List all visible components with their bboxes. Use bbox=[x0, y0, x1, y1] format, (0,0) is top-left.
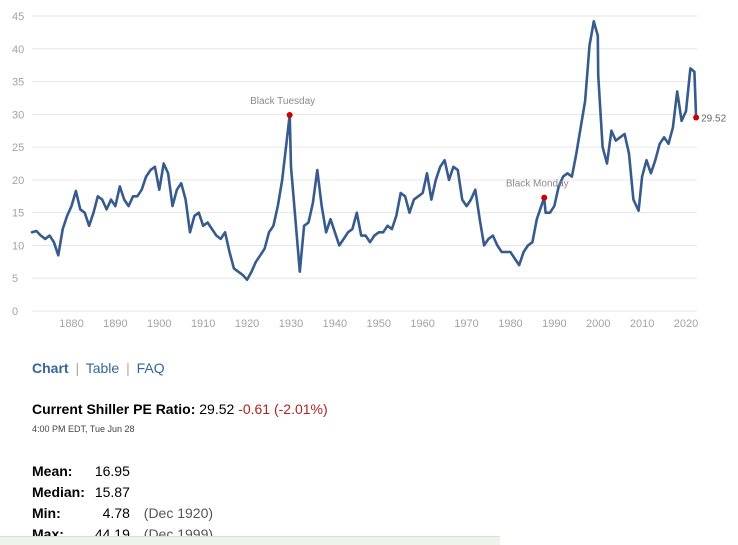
tab-table[interactable]: Table bbox=[85, 360, 120, 376]
x-tick-label: 1910 bbox=[191, 318, 215, 330]
x-tick-label: 1960 bbox=[410, 318, 434, 330]
current-label: Current Shiller PE Ratio: bbox=[32, 401, 196, 417]
y-tick-label: 35 bbox=[12, 77, 24, 89]
chart-tabs: Chart | Table | FAQ bbox=[32, 360, 165, 376]
annotation-marker bbox=[541, 194, 548, 201]
stat-date: (Dec 1920) bbox=[143, 505, 214, 521]
y-tick-label: 30 bbox=[12, 109, 24, 121]
stat-min: Min: 4.78 (Dec 1920) bbox=[32, 503, 213, 524]
stat-value: 4.78 bbox=[102, 505, 130, 521]
y-tick-label: 5 bbox=[12, 273, 18, 285]
stat-median: Median: 15.87 bbox=[32, 482, 213, 503]
y-tick-label: 25 bbox=[12, 142, 24, 154]
timestamp: 4:00 PM EDT, Tue Jun 28 bbox=[32, 424, 135, 434]
x-tick-label: 2000 bbox=[586, 318, 610, 330]
x-tick-label: 1980 bbox=[498, 318, 522, 330]
current-value-line: Current Shiller PE Ratio: 29.52 -0.61 (-… bbox=[32, 401, 328, 417]
x-tick-label: 1920 bbox=[235, 318, 259, 330]
y-tick-label: 10 bbox=[12, 240, 24, 252]
last-value-label: 29.52 bbox=[701, 113, 726, 124]
tab-faq[interactable]: FAQ bbox=[136, 360, 165, 376]
y-axis-ticks: 0 5 10 15 20 25 30 35 40 45 bbox=[12, 11, 24, 318]
annotations: Black Tuesday Black Monday 29.52 bbox=[250, 96, 727, 201]
tab-chart[interactable]: Chart bbox=[32, 360, 69, 376]
current-value: 29.52 bbox=[199, 401, 235, 417]
y-tick-label: 15 bbox=[12, 208, 24, 220]
annotation-label: Black Tuesday bbox=[250, 96, 315, 107]
y-tick-label: 40 bbox=[12, 44, 24, 56]
x-tick-label: 1950 bbox=[367, 318, 391, 330]
stats-block: Mean: 16.95 Median: 15.87 Min: 4.78 (Dec… bbox=[32, 461, 213, 545]
stat-mean: Mean: 16.95 bbox=[32, 461, 213, 482]
x-tick-label: 1930 bbox=[279, 318, 303, 330]
y-tick-label: 45 bbox=[12, 11, 24, 23]
stat-value: 15.87 bbox=[94, 484, 130, 500]
x-tick-label: 1890 bbox=[103, 318, 127, 330]
stat-value: 16.95 bbox=[94, 463, 130, 479]
stat-label: Median: bbox=[32, 484, 85, 500]
series-line-shiller-pe bbox=[30, 20, 698, 281]
x-tick-label: 1990 bbox=[542, 318, 566, 330]
x-axis-ticks: 1880 1890 1900 1910 1920 1930 1940 1950 1960 1970… bbox=[59, 318, 698, 330]
bottom-strip bbox=[0, 536, 500, 545]
x-tick-label: 2020 bbox=[674, 318, 698, 330]
stat-label: Min: bbox=[32, 505, 61, 521]
y-tick-label: 20 bbox=[12, 175, 24, 187]
annotation-marker bbox=[286, 111, 293, 118]
current-change: -0.61 (-2.01%) bbox=[238, 401, 328, 417]
tab-separator: | bbox=[75, 360, 80, 376]
x-tick-label: 2010 bbox=[630, 318, 654, 330]
x-tick-label: 1900 bbox=[147, 318, 171, 330]
tab-separator: | bbox=[126, 360, 130, 376]
y-tick-label: 0 bbox=[12, 306, 18, 318]
stat-label: Mean: bbox=[32, 463, 73, 479]
last-value-marker bbox=[693, 114, 700, 121]
annotation-label: Black Monday bbox=[506, 179, 569, 190]
grid-lines bbox=[32, 15, 697, 312]
x-tick-label: 1970 bbox=[454, 318, 478, 330]
x-tick-label: 1880 bbox=[59, 318, 83, 330]
x-tick-label: 1940 bbox=[323, 318, 347, 330]
